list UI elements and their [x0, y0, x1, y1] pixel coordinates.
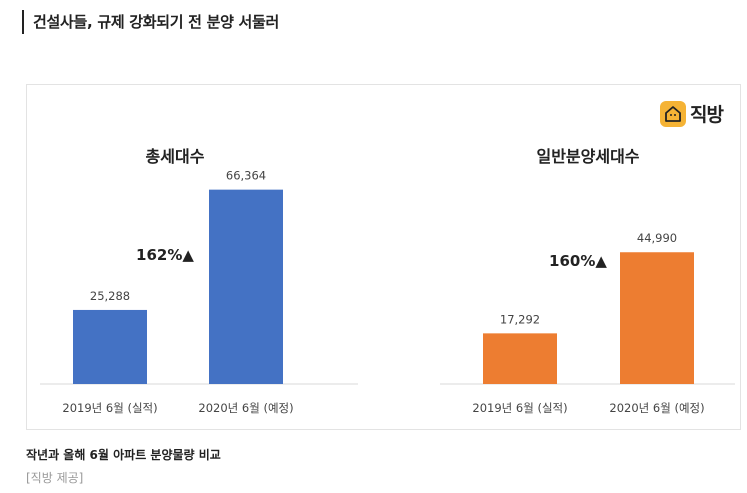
house-icon	[660, 100, 686, 127]
category-label-general-1: 2020년 6월 (예정)	[609, 401, 704, 415]
article-headline: 건설사들, 규제 강화되기 전 분양 서둘러	[22, 10, 279, 34]
image-credit: [직방 제공]	[26, 471, 84, 485]
chart-title-total: 총세대수	[146, 147, 205, 166]
logo-text: 직방	[690, 104, 724, 126]
bar-general-1	[620, 252, 694, 384]
bar-total-1	[209, 189, 283, 384]
category-label-total-1: 2020년 6월 (예정)	[198, 401, 293, 415]
change-label-general: 160%▲	[549, 252, 607, 270]
category-label-total-0: 2019년 6월 (실적)	[62, 401, 157, 415]
bar-general-0	[483, 333, 557, 384]
data-label-total-0: 25,288	[90, 289, 130, 303]
category-label-general-0: 2019년 6월 (실적)	[472, 401, 567, 415]
bar-total-0	[73, 309, 147, 384]
chart-title-general: 일반분양세대수	[536, 147, 639, 166]
data-label-general-1: 44,990	[637, 231, 677, 245]
zigbang-logo: 직방	[660, 100, 724, 127]
data-label-total-1: 66,364	[226, 169, 266, 183]
bar-charts: 총세대수 25,288 2019년 6월 (실적) 66,364 2020년 6월 (예…	[40, 147, 735, 415]
figure-caption: 작년과 올해 6월 아파트 분양물량 비교	[26, 448, 221, 462]
change-label-total: 162%▲	[136, 246, 194, 264]
data-label-general-0: 17,292	[500, 312, 540, 326]
